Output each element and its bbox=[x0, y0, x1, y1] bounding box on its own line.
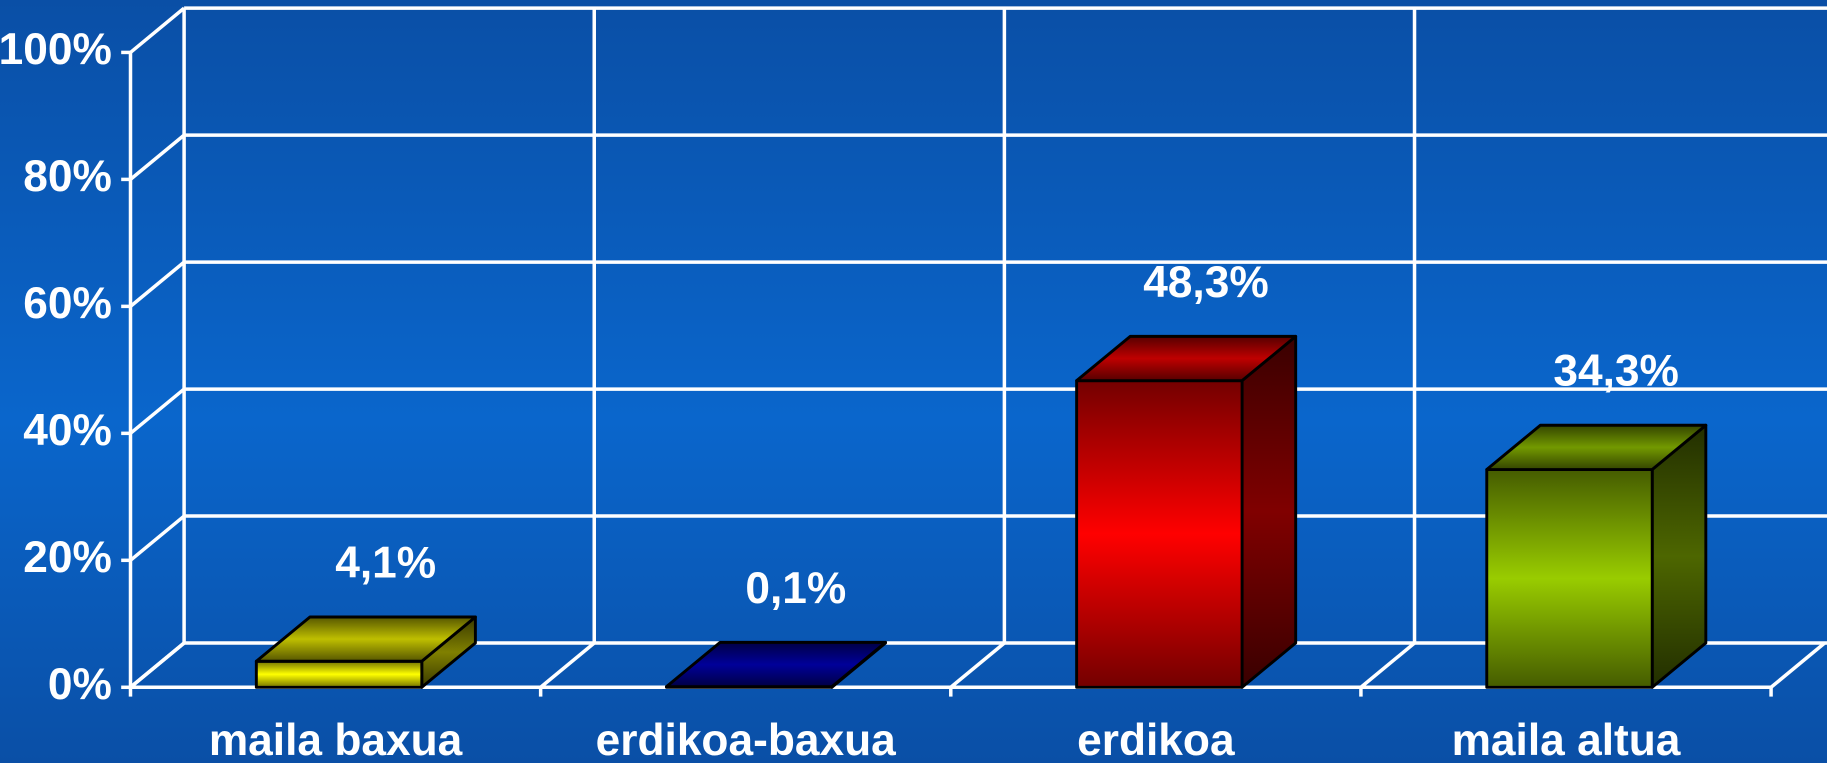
floor-line bbox=[129, 641, 186, 689]
grid-line bbox=[129, 260, 186, 308]
bar-top bbox=[254, 615, 477, 663]
data-label: 48,3% bbox=[1143, 258, 1269, 307]
grid-line bbox=[129, 6, 186, 54]
floor-line bbox=[1359, 641, 1416, 689]
bar-side bbox=[1240, 334, 1298, 689]
x-tick-label: erdikoa-baxua bbox=[596, 716, 897, 763]
x-tick-label: maila baxua bbox=[209, 716, 463, 763]
bar bbox=[254, 659, 424, 689]
bar-top bbox=[1485, 423, 1708, 471]
grid-line bbox=[129, 133, 186, 181]
x-tick-label: erdikoa bbox=[1077, 716, 1235, 763]
y-tick-label: 40% bbox=[23, 406, 112, 455]
bar bbox=[1075, 379, 1244, 689]
y-tick-label: 20% bbox=[23, 533, 112, 582]
y-tick-label: 60% bbox=[23, 279, 112, 328]
floor-line bbox=[949, 641, 1006, 689]
data-label: 4,1% bbox=[335, 538, 436, 587]
bar bbox=[1485, 468, 1654, 689]
x-tick-label: maila altua bbox=[1452, 716, 1681, 763]
y-tick-label: 80% bbox=[23, 152, 112, 201]
floor-line bbox=[1769, 641, 1826, 689]
data-label: 0,1% bbox=[745, 564, 846, 613]
bar-top bbox=[1075, 334, 1298, 383]
floor-line bbox=[539, 641, 596, 689]
grid-line bbox=[129, 514, 186, 562]
y-tick-label: 0% bbox=[48, 660, 112, 709]
grid-line bbox=[129, 387, 186, 435]
y-tick-label: 100% bbox=[0, 25, 112, 74]
data-label: 34,3% bbox=[1553, 347, 1679, 396]
bar-top bbox=[665, 640, 887, 689]
